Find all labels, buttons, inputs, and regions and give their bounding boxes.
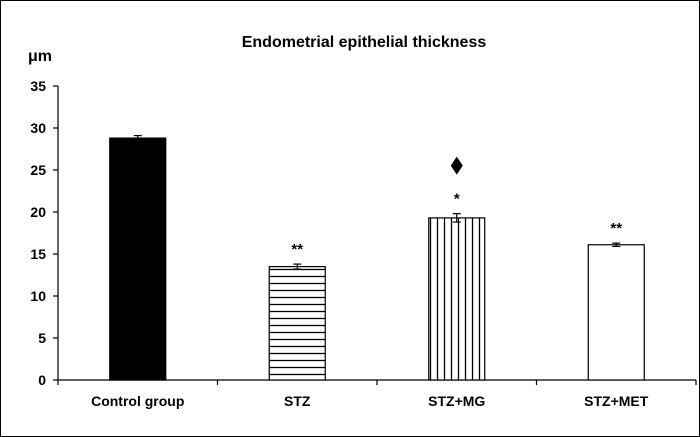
bar-stz-met xyxy=(587,244,645,381)
y-tick-label: 0 xyxy=(38,372,46,388)
labels-group: 0 5 10 15 20 25 30 35 Control group STZ ** STZ+MG * S… xyxy=(30,78,648,409)
bar-control-group xyxy=(109,137,167,381)
y-tick-label: 30 xyxy=(30,120,46,136)
category-label: Control group xyxy=(91,393,184,409)
category-label: STZ+MET xyxy=(584,393,649,409)
category-label: STZ xyxy=(284,393,311,409)
y-tick-label: 35 xyxy=(30,78,46,94)
bar-stz xyxy=(268,266,326,381)
significance-annotation: ** xyxy=(610,220,622,237)
y-tick-label: 25 xyxy=(30,162,46,178)
y-tick-label: 10 xyxy=(30,288,46,304)
chart-title: Endometrial epithelial thickness xyxy=(242,34,487,51)
category-label: STZ+MG xyxy=(428,393,485,409)
y-tick-label: 15 xyxy=(30,246,46,262)
significance-annotation: ** xyxy=(291,241,303,258)
bars-group xyxy=(109,134,645,381)
significance-annotation: * xyxy=(454,191,460,208)
diamond-marker xyxy=(450,156,463,175)
y-tick-label: 5 xyxy=(38,330,46,346)
y-axis-label: μm xyxy=(28,48,52,65)
bar-stz-mg xyxy=(428,217,486,381)
y-tick-label: 20 xyxy=(30,204,46,220)
